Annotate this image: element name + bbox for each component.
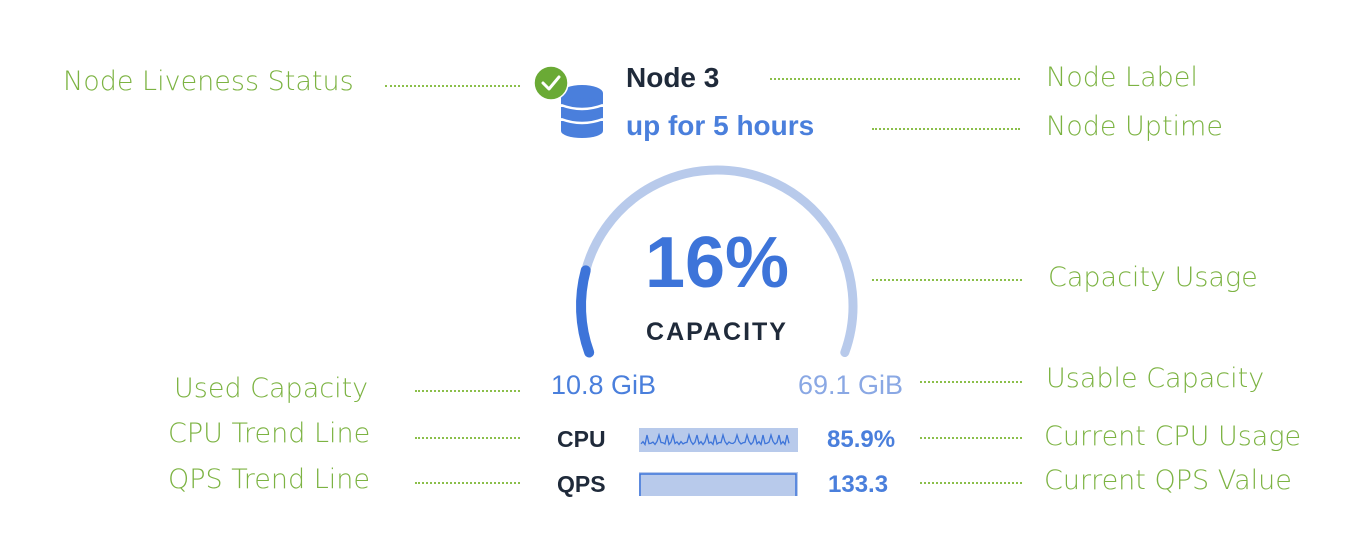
cpu-label: CPU <box>557 426 606 452</box>
annotation-liveness: Node Liveness Status <box>63 66 354 97</box>
qps-value: 133.3 <box>828 471 889 498</box>
annotation-uptime: Node Uptime <box>1046 111 1223 142</box>
annotation-label: Node Label <box>1046 62 1198 93</box>
leader-line <box>920 437 1022 439</box>
capacity-percent: 16% <box>644 223 790 303</box>
annotation-usable-capacity: Usable Capacity <box>1046 363 1265 394</box>
cpu-sparkline <box>640 432 790 447</box>
qps-label: QPS <box>557 471 606 497</box>
gauge-fill <box>576 265 595 358</box>
annotation-used-capacity: Used Capacity <box>174 373 369 404</box>
leader-line <box>920 381 1022 383</box>
leader-line <box>385 85 520 87</box>
used-capacity: 10.8 GiB <box>551 370 657 400</box>
leader-line <box>872 128 1020 130</box>
annotation-capacity-usage: Capacity Usage <box>1048 262 1258 293</box>
leader-line <box>770 78 1020 80</box>
check-circle-icon <box>533 65 569 101</box>
leader-line <box>415 390 520 392</box>
cpu-value: 85.9% <box>827 426 896 453</box>
leader-line <box>415 482 520 484</box>
annotation-cpu-trend: CPU Trend Line <box>168 418 371 449</box>
node-label[interactable]: Node 3 <box>626 62 720 93</box>
annotation-cpu-current: Current CPU Usage <box>1044 421 1302 452</box>
leader-line <box>872 279 1022 281</box>
capacity-label: CAPACITY <box>646 318 788 346</box>
leader-line <box>920 482 1022 484</box>
qps-sparkline <box>639 473 797 496</box>
annotation-qps-current: Current QPS Value <box>1044 465 1292 496</box>
database-icon <box>560 85 604 138</box>
annotation-qps-trend: QPS Trend Line <box>168 464 370 495</box>
node-uptime: up for 5 hours <box>626 110 815 141</box>
leader-line <box>415 437 520 439</box>
usable-capacity: 69.1 GiB <box>797 370 903 400</box>
cpu-trend-line[interactable] <box>639 428 799 454</box>
qps-trend-line[interactable] <box>639 472 799 498</box>
